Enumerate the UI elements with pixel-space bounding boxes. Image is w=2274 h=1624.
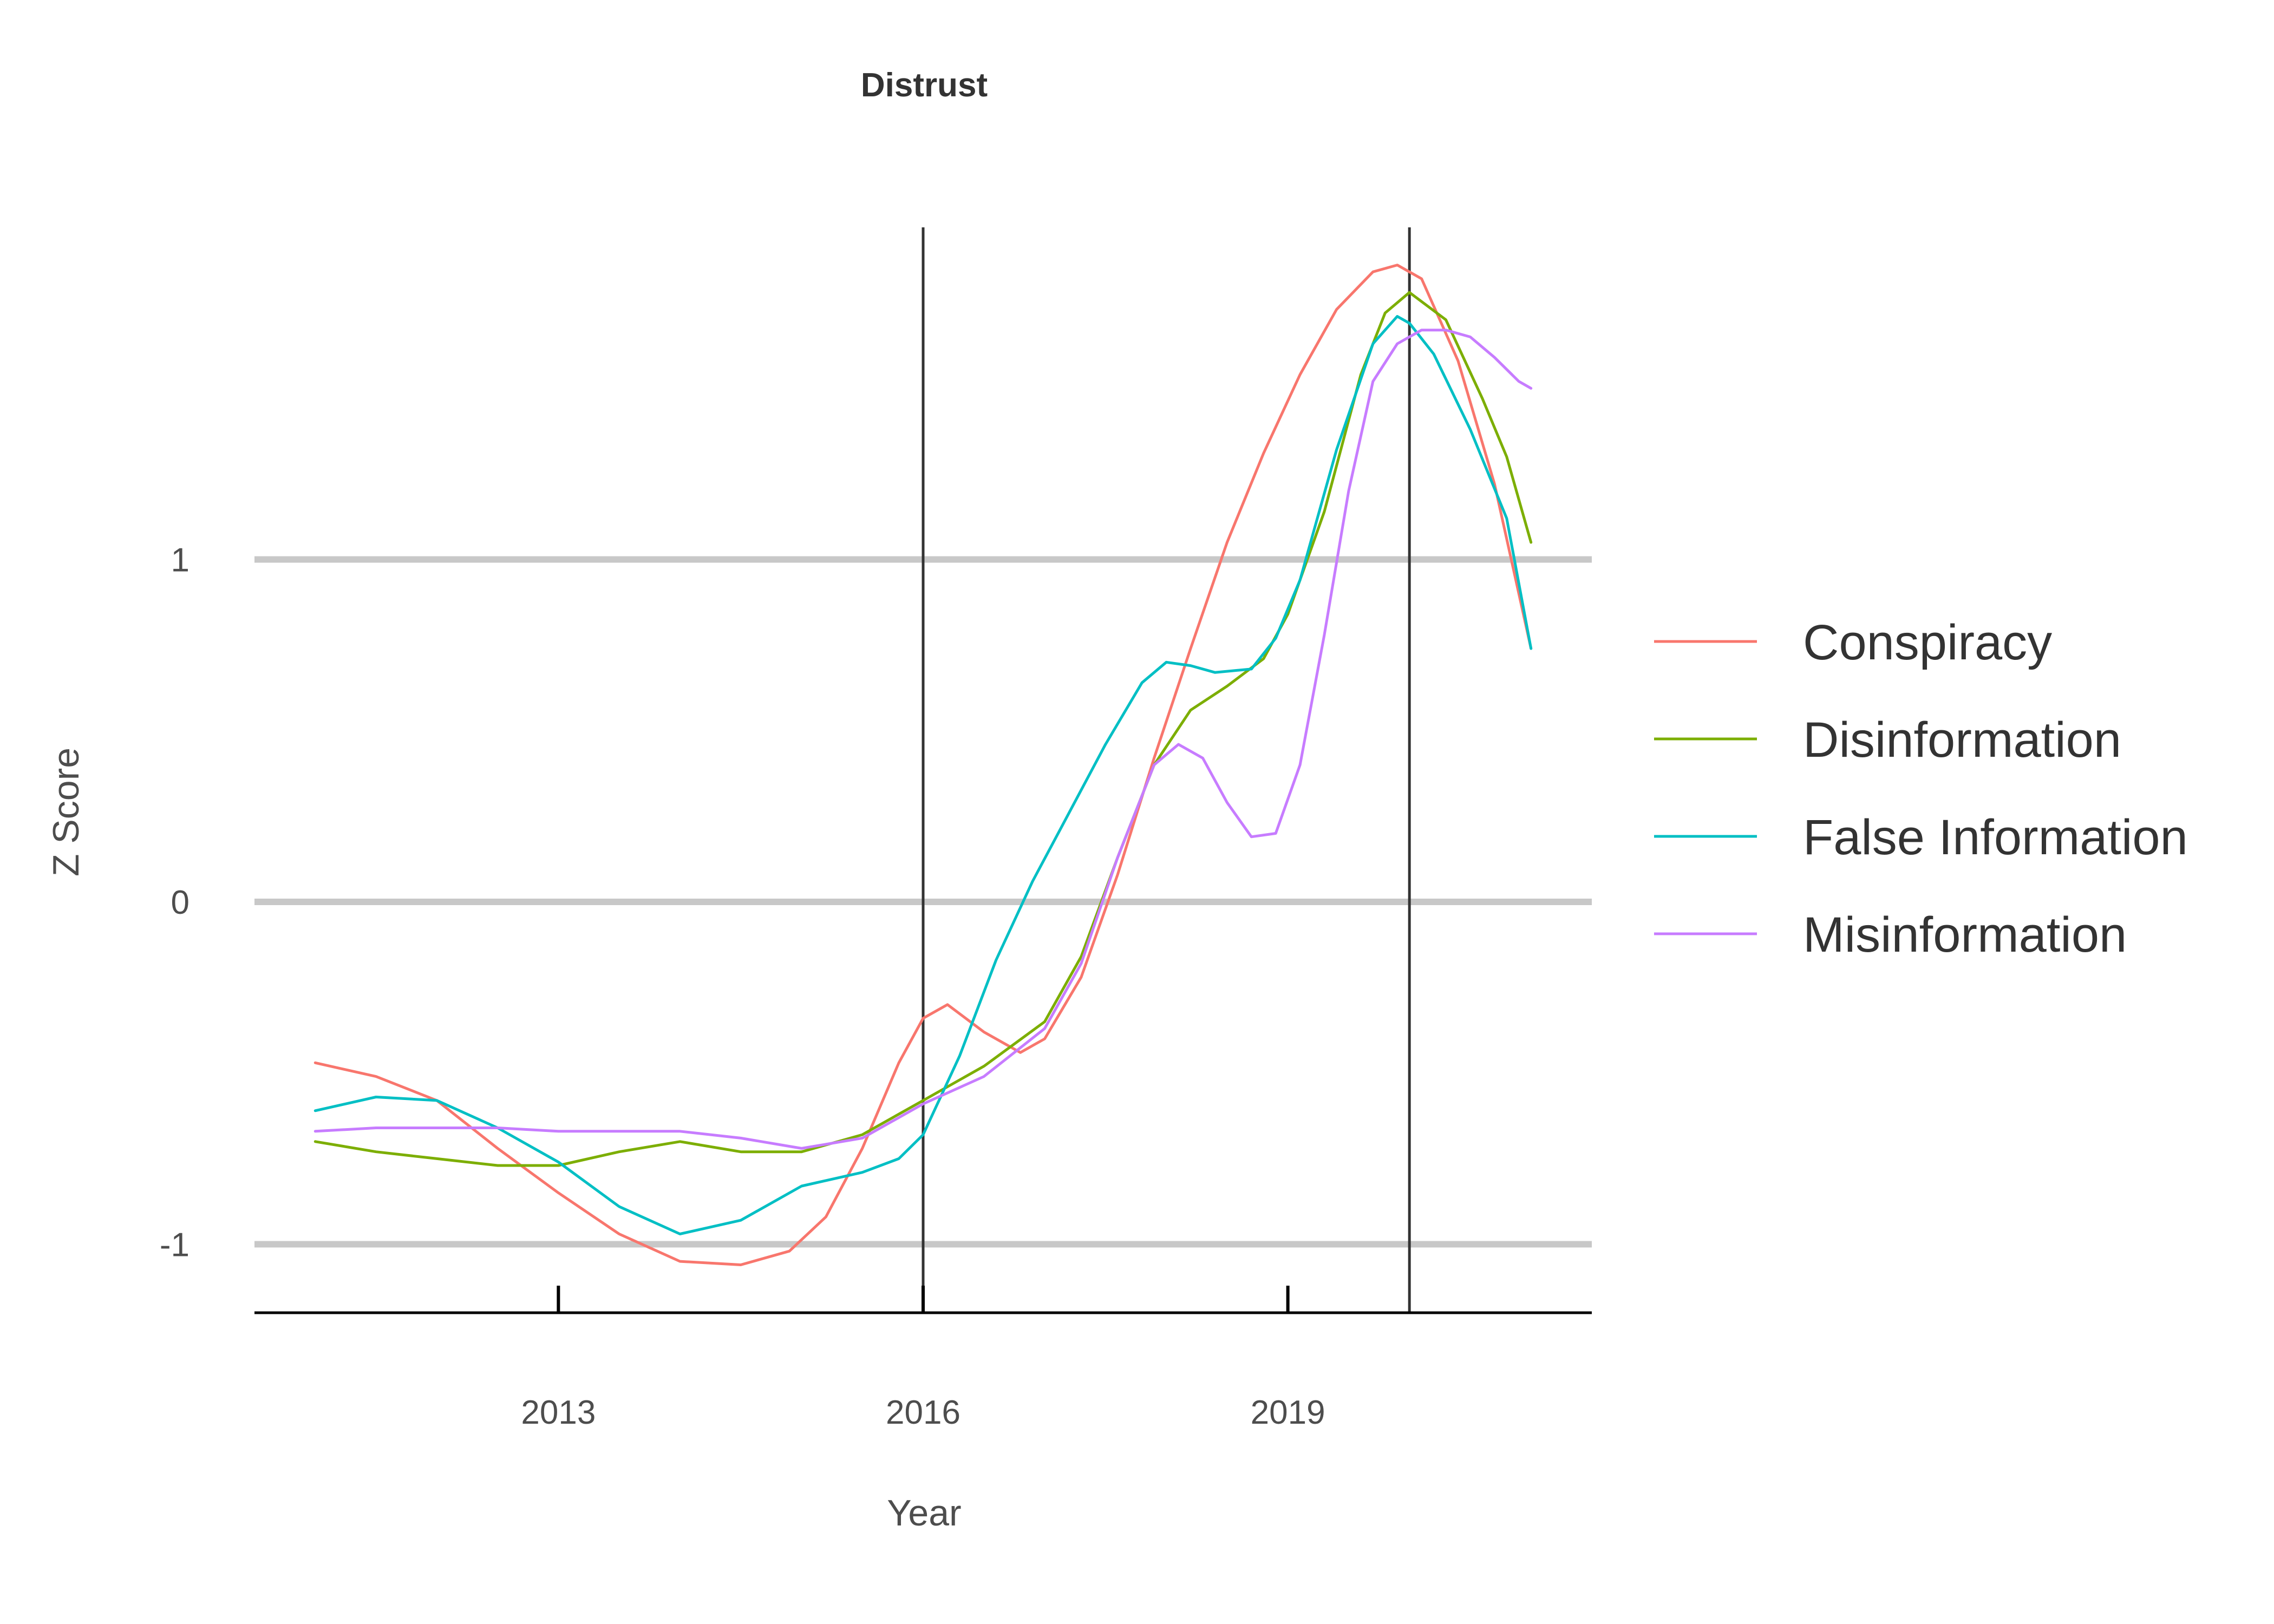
legend-label: Misinformation [1803,907,2127,962]
legend-label: Disinformation [1803,712,2121,768]
y-axis-title: Z Score [45,748,87,876]
y-axis-ticks: -1 0 1 [160,542,190,1264]
y-tick-label: 0 [171,884,190,921]
series-line-conspiracy [313,264,1533,1266]
legend-label: Conspiracy [1803,615,2052,670]
y-tick-label: 1 [171,542,190,579]
x-tick-label: 2013 [521,1394,596,1431]
y-tick-label: -1 [160,1227,190,1264]
x-axis-ticks: 2013 2016 2019 [521,1286,1325,1431]
x-tick-label: 2019 [1251,1394,1325,1431]
x-tick-label: 2016 [886,1394,960,1431]
x-axis-title: Year [887,1492,961,1534]
legend-label: False Information [1803,810,2188,865]
reference-lines [922,227,1411,1313]
series-line-false-information [313,315,1533,1235]
series-lines [313,264,1533,1266]
chart-title: Distrust [861,67,988,104]
series-line-misinformation [313,329,1533,1150]
legend: Conspiracy Disinformation False Informatio… [1654,615,2188,962]
